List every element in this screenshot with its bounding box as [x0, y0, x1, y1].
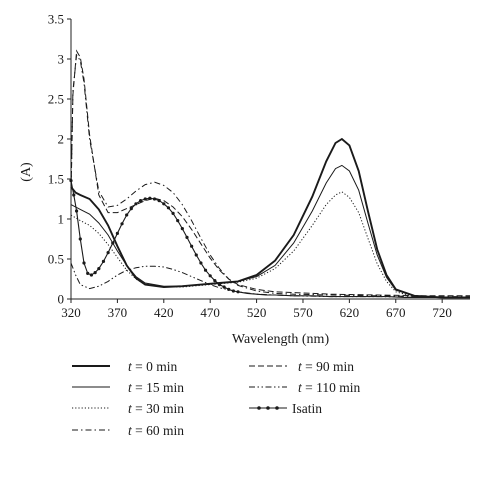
x-tick-label: 620 [340, 305, 360, 320]
y-tick-label: 1 [58, 212, 65, 227]
legend-label: t = 0 min [128, 359, 178, 374]
y-tick-label: 3.5 [48, 12, 64, 27]
y-tick-label: 0 [58, 292, 65, 307]
series-t-90-min [70, 49, 470, 297]
y-tick-label: 2.5 [48, 92, 64, 107]
legend-marker [275, 406, 279, 410]
data-point [97, 267, 101, 271]
data-point [227, 287, 231, 291]
legend-item: t = 90 min [249, 359, 354, 374]
series-line [70, 191, 470, 298]
legend-marker [266, 406, 270, 410]
data-point [106, 251, 110, 255]
x-axis-title: Wavelength (nm) [232, 332, 330, 347]
legend-item: Isatin [249, 401, 322, 416]
data-point [148, 196, 152, 200]
legend: t = 0 min t = 90 min t = 15 min t = 110 min… [72, 359, 361, 438]
data-point [157, 199, 161, 203]
series-line [70, 49, 470, 297]
data-point [78, 237, 82, 241]
legend-marker [257, 406, 261, 410]
y-axis-title: (A) [19, 162, 34, 182]
data-point [176, 219, 180, 223]
legend-item: t = 60 min [72, 423, 184, 438]
data-point [74, 209, 79, 213]
legend-label: t = 30 min [128, 401, 184, 416]
series-line [70, 180, 470, 298]
series-line [70, 137, 470, 299]
data-point [190, 244, 194, 248]
series-t-30-min [70, 191, 470, 298]
y-tick-label: 3 [58, 52, 65, 67]
series-t-15-min [70, 164, 470, 298]
legend-label: t = 60 min [128, 423, 184, 438]
series-isatin [69, 179, 470, 298]
series-line [70, 53, 470, 298]
data-point [129, 207, 133, 211]
data-point [222, 285, 226, 289]
tick-labels: 320 370 420 470 520 570 620 670 720 0 0.5 1 1.5 2 2.5 3… [48, 12, 452, 321]
x-tick-label: 420 [154, 305, 174, 320]
data-point [152, 197, 157, 201]
y-tick-label: 2 [58, 132, 65, 147]
series-layer [69, 49, 470, 299]
legend-label: Isatin [292, 401, 322, 416]
legend-label: t = 90 min [298, 359, 354, 374]
data-point [101, 259, 106, 263]
data-point [162, 202, 166, 206]
data-point [199, 261, 203, 265]
data-point [69, 179, 73, 183]
y-tick-label: 0.5 [48, 252, 64, 267]
x-tick-label: 470 [200, 305, 220, 320]
data-point [203, 268, 208, 272]
series-line [70, 164, 470, 298]
data-point [166, 206, 171, 210]
data-point [236, 290, 240, 294]
data-point [194, 253, 198, 257]
y-tick-label: 1.5 [48, 172, 64, 187]
data-point [180, 227, 184, 231]
data-point [125, 213, 129, 217]
legend-item: t = 30 min [72, 401, 184, 416]
data-point [138, 199, 143, 203]
data-point [217, 283, 222, 287]
data-point [89, 273, 94, 277]
x-tick-label: 720 [432, 305, 452, 320]
legend-item: t = 15 min [72, 380, 184, 395]
legend-label: t = 15 min [128, 380, 184, 395]
data-point [120, 222, 124, 226]
x-tick-label: 370 [108, 305, 128, 320]
data-point [143, 197, 147, 201]
series-t-60-min [70, 53, 470, 298]
x-tick-label: 520 [247, 305, 267, 320]
x-tick-label: 320 [61, 305, 81, 320]
x-tick-label: 570 [293, 305, 313, 320]
data-point [93, 271, 97, 275]
data-point [213, 279, 217, 283]
data-point [82, 261, 86, 265]
series-t-0-min [70, 137, 470, 299]
data-point [86, 271, 90, 275]
axes [67, 18, 470, 303]
data-point [171, 211, 175, 215]
data-point [111, 241, 115, 245]
x-tick-label: 670 [386, 305, 406, 320]
data-point [115, 231, 119, 235]
legend-item: t = 110 min [249, 380, 361, 395]
data-point [134, 202, 138, 206]
data-point [185, 235, 189, 239]
legend-label: t = 110 min [298, 380, 361, 395]
data-point [231, 289, 235, 293]
legend-item: t = 0 min [72, 359, 178, 374]
data-point [72, 193, 76, 197]
data-point [208, 274, 212, 278]
